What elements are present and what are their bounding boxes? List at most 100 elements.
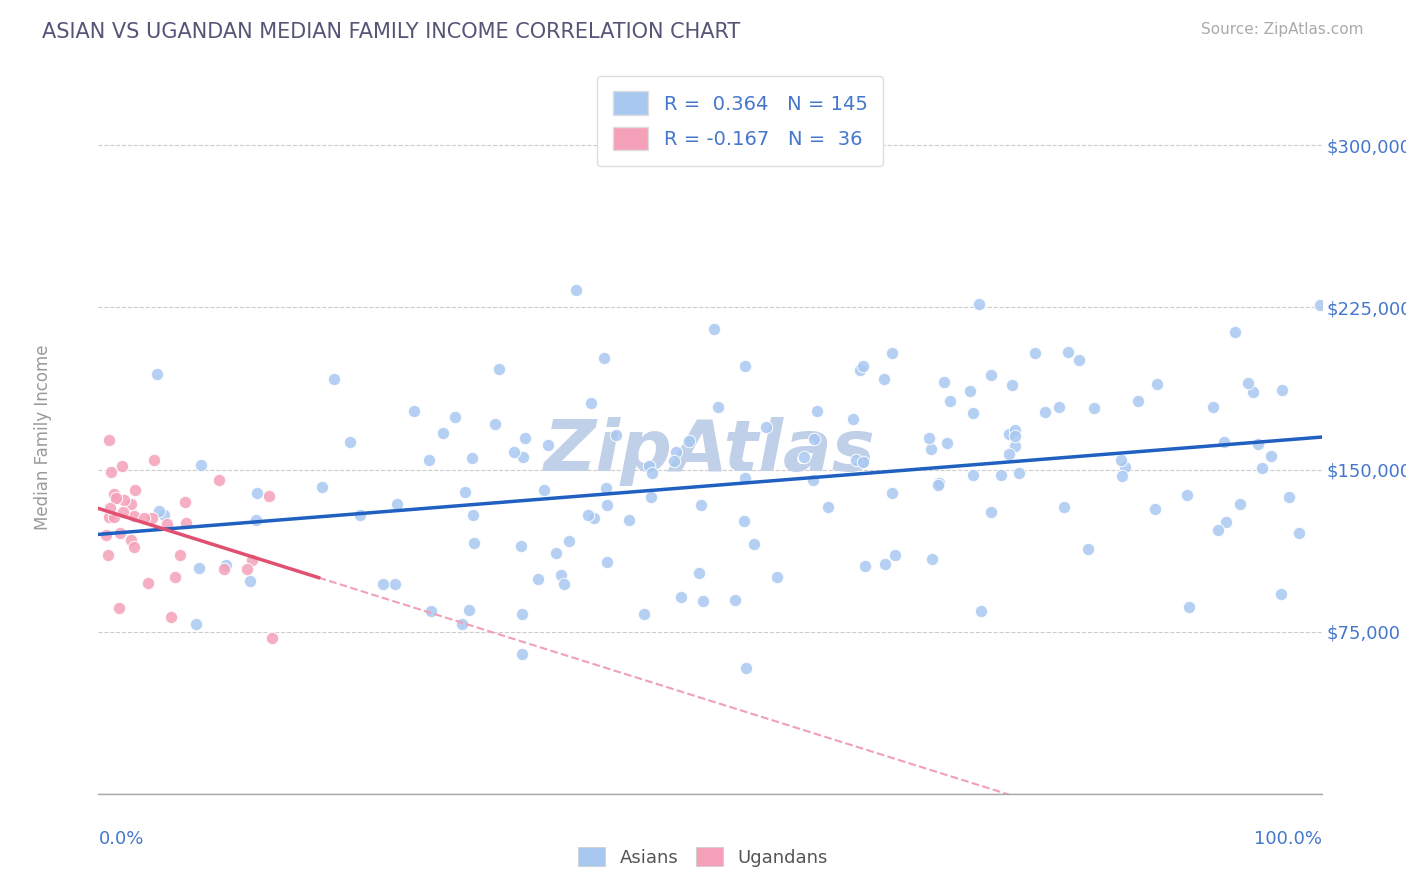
- Legend: Asians, Ugandans: Asians, Ugandans: [571, 840, 835, 874]
- Point: [510, 540, 533, 554]
- Point: [967, 296, 990, 310]
- Point: [1202, 400, 1225, 414]
- Point: [733, 514, 755, 528]
- Point: [641, 466, 664, 480]
- Point: [735, 661, 758, 675]
- Point: [104, 491, 127, 505]
- Point: [1215, 515, 1237, 529]
- Point: [595, 481, 617, 495]
- Point: [420, 604, 443, 618]
- Point: [1111, 469, 1133, 483]
- Point: [1288, 525, 1310, 540]
- Legend: R =  0.364   N = 145, R = -0.167   N =  36: R = 0.364 N = 145, R = -0.167 N = 36: [598, 76, 883, 166]
- Point: [136, 576, 159, 591]
- Point: [260, 631, 283, 645]
- Point: [852, 455, 875, 469]
- Point: [1146, 377, 1168, 392]
- Point: [558, 534, 581, 549]
- Point: [817, 500, 839, 514]
- Point: [120, 497, 142, 511]
- Point: [146, 367, 169, 381]
- Point: [461, 451, 484, 466]
- Point: [153, 508, 176, 522]
- Point: [156, 516, 179, 531]
- Point: [734, 470, 756, 484]
- Point: [174, 516, 197, 530]
- Point: [212, 562, 235, 576]
- Point: [142, 452, 165, 467]
- Point: [1114, 460, 1136, 475]
- Text: 100.0%: 100.0%: [1254, 830, 1322, 847]
- Point: [1004, 429, 1026, 443]
- Text: 0.0%: 0.0%: [98, 830, 143, 847]
- Point: [122, 509, 145, 524]
- Point: [463, 536, 485, 550]
- Point: [766, 570, 789, 584]
- Point: [793, 450, 815, 465]
- Point: [97, 548, 120, 562]
- Point: [311, 480, 333, 494]
- Point: [848, 363, 870, 377]
- Point: [169, 549, 191, 563]
- Point: [845, 452, 868, 467]
- Point: [1178, 600, 1201, 615]
- Point: [1007, 466, 1029, 480]
- Point: [593, 351, 616, 366]
- Point: [239, 574, 262, 588]
- Point: [962, 406, 984, 420]
- Point: [111, 505, 134, 519]
- Point: [387, 497, 409, 511]
- Point: [841, 412, 863, 426]
- Point: [349, 508, 371, 522]
- Point: [997, 447, 1019, 461]
- Point: [458, 603, 481, 617]
- Point: [339, 434, 361, 449]
- Point: [1309, 298, 1331, 312]
- Text: ZipAtlas: ZipAtlas: [544, 417, 876, 486]
- Point: [579, 396, 602, 410]
- Point: [990, 468, 1012, 483]
- Point: [1109, 452, 1132, 467]
- Point: [1024, 346, 1046, 360]
- Point: [707, 401, 730, 415]
- Point: [692, 593, 714, 607]
- Point: [1077, 541, 1099, 556]
- Point: [1049, 400, 1071, 414]
- Point: [451, 617, 474, 632]
- Point: [122, 541, 145, 555]
- Point: [998, 427, 1021, 442]
- Point: [1271, 384, 1294, 398]
- Point: [512, 450, 534, 464]
- Text: ASIAN VS UGANDAN MEDIAN FAMILY INCOME CORRELATION CHART: ASIAN VS UGANDAN MEDIAN FAMILY INCOME CO…: [42, 22, 741, 42]
- Point: [980, 368, 1002, 383]
- Point: [454, 484, 477, 499]
- Point: [1144, 501, 1167, 516]
- Point: [94, 528, 117, 542]
- Point: [582, 511, 605, 525]
- Point: [513, 431, 536, 445]
- Point: [98, 501, 121, 516]
- Point: [322, 372, 344, 386]
- Point: [932, 376, 955, 390]
- Point: [373, 577, 395, 591]
- Point: [640, 490, 662, 504]
- Point: [927, 477, 949, 491]
- Point: [186, 616, 208, 631]
- Point: [1260, 449, 1282, 463]
- Point: [1250, 461, 1272, 475]
- Point: [962, 467, 984, 482]
- Point: [1213, 434, 1236, 449]
- Point: [1278, 490, 1301, 504]
- Point: [510, 607, 533, 622]
- Point: [1004, 423, 1026, 437]
- Point: [240, 553, 263, 567]
- Point: [938, 393, 960, 408]
- Point: [187, 561, 209, 575]
- Point: [884, 549, 907, 563]
- Point: [488, 362, 510, 376]
- Point: [734, 359, 756, 373]
- Point: [257, 490, 280, 504]
- Point: [1001, 378, 1024, 392]
- Point: [803, 433, 825, 447]
- Text: Median Family Income: Median Family Income: [34, 344, 52, 530]
